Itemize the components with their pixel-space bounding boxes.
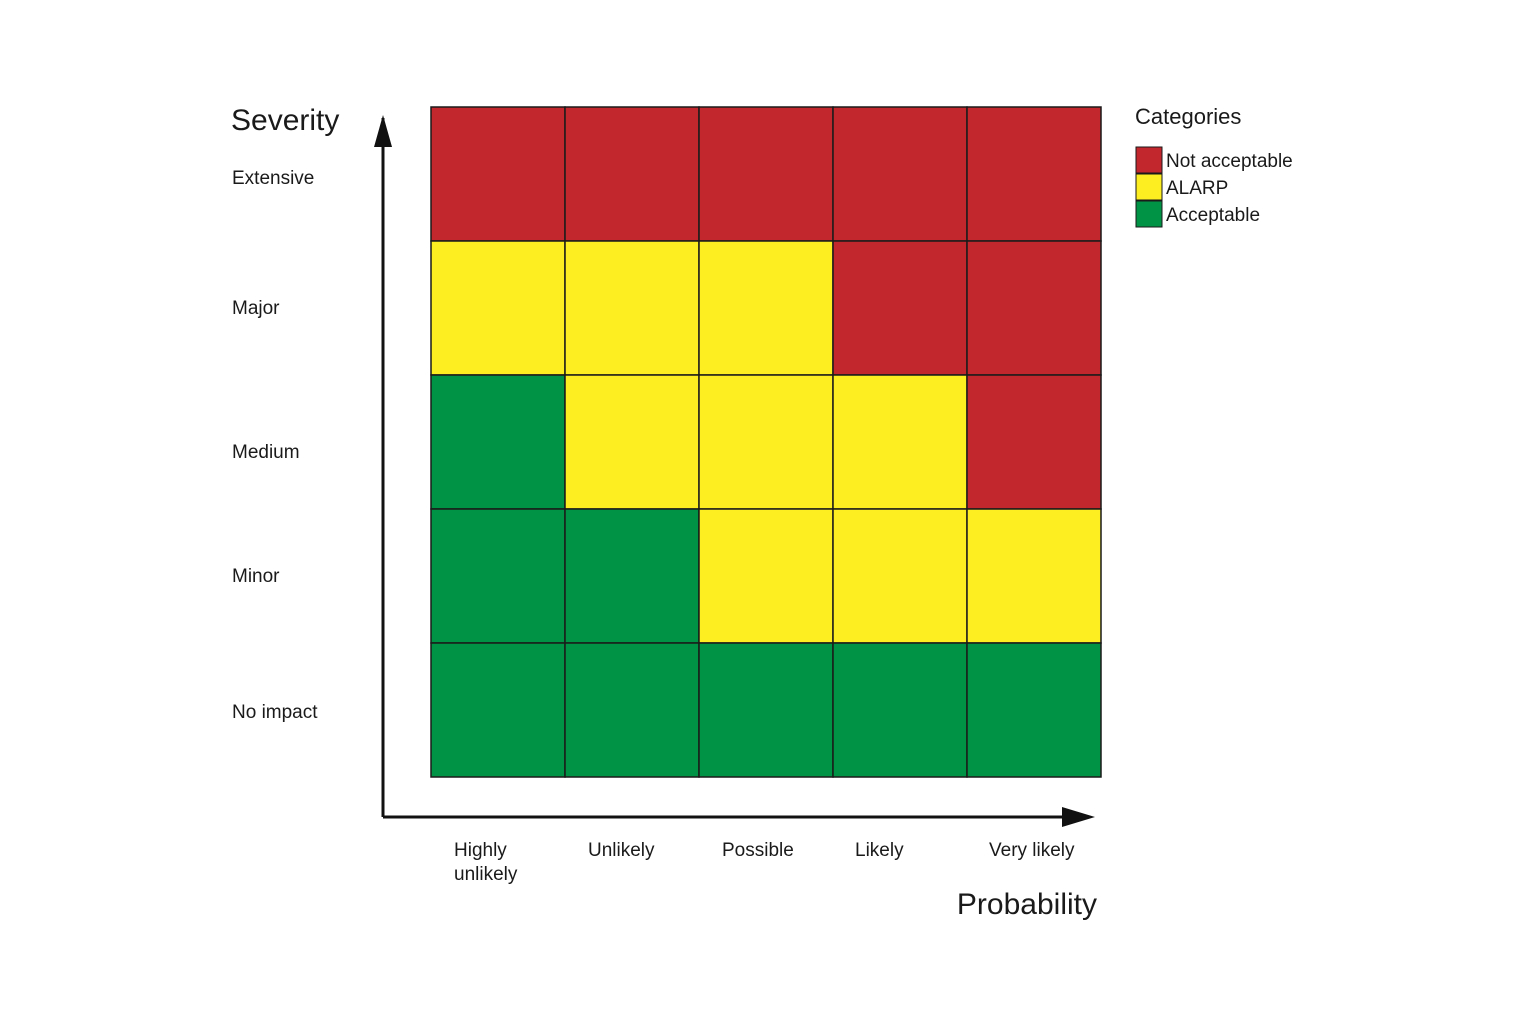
matrix-cell-r0-c0 — [430, 106, 566, 242]
matrix-cell-r3-c4 — [966, 508, 1102, 644]
matrix-cell-r1-c0 — [430, 240, 566, 376]
matrix-cell-r4-c4 — [966, 642, 1102, 778]
x-tick-label: Likely — [855, 840, 904, 861]
matrix-cell-r4-c1 — [564, 642, 700, 778]
x-tick-label: Unlikely — [588, 840, 655, 861]
legend-swatch — [1135, 146, 1163, 174]
matrix-cell-r1-c2 — [698, 240, 834, 376]
matrix-cell-r3-c0 — [430, 508, 566, 644]
matrix-cell-r4-c3 — [832, 642, 968, 778]
matrix-cell-r3-c3 — [832, 508, 968, 644]
legend: Categories Not acceptable ALARP Acceptable — [1135, 104, 1293, 228]
x-tick-label: Very likely — [989, 840, 1075, 861]
legend-swatch — [1135, 173, 1163, 201]
legend-label: ALARP — [1166, 178, 1228, 199]
matrix-cell-r1-c3 — [832, 240, 968, 376]
matrix-cell-r1-c1 — [564, 240, 700, 376]
legend-label: Acceptable — [1166, 205, 1260, 226]
y-tick-label: Minor — [232, 566, 280, 587]
matrix-cell-r4-c2 — [698, 642, 834, 778]
y-tick-label: Extensive — [232, 168, 314, 189]
y-tick-label: Medium — [232, 442, 300, 463]
legend-swatch — [1135, 200, 1163, 228]
y-tick-labels: Extensive Major Medium Minor No impact — [232, 168, 318, 723]
legend-title: Categories — [1135, 104, 1241, 129]
x-tick-label: unlikely — [454, 864, 518, 885]
matrix-cell-r0-c3 — [832, 106, 968, 242]
matrix-cell-r2-c3 — [832, 374, 968, 510]
y-tick-label: Major — [232, 298, 280, 319]
matrix-cell-r0-c1 — [564, 106, 700, 242]
matrix-cell-r3-c2 — [698, 508, 834, 644]
x-tick-labels: Highly unlikely Unlikely Possible Likely Very… — [454, 840, 1075, 885]
y-tick-label: No impact — [232, 702, 318, 723]
legend-label: Not acceptable — [1166, 151, 1293, 172]
x-tick-label: Highly — [454, 840, 507, 861]
y-axis-title: Severity — [231, 104, 339, 137]
matrix-cell-r0-c4 — [966, 106, 1102, 242]
y-axis-arrow — [374, 115, 392, 147]
x-axis-title: Probability — [957, 888, 1097, 921]
matrix-cell-r2-c0 — [430, 374, 566, 510]
x-axis-arrow — [1062, 807, 1095, 827]
matrix-cell-r2-c2 — [698, 374, 834, 510]
matrix-cell-r2-c1 — [564, 374, 700, 510]
matrix-cell-r3-c1 — [564, 508, 700, 644]
matrix-cell-r2-c4 — [966, 374, 1102, 510]
matrix-cell-r1-c4 — [966, 240, 1102, 376]
matrix-cell-r0-c2 — [698, 106, 834, 242]
x-tick-label: Possible — [722, 840, 794, 861]
matrix-cell-r4-c0 — [430, 642, 566, 778]
matrix-cells — [430, 106, 1102, 778]
